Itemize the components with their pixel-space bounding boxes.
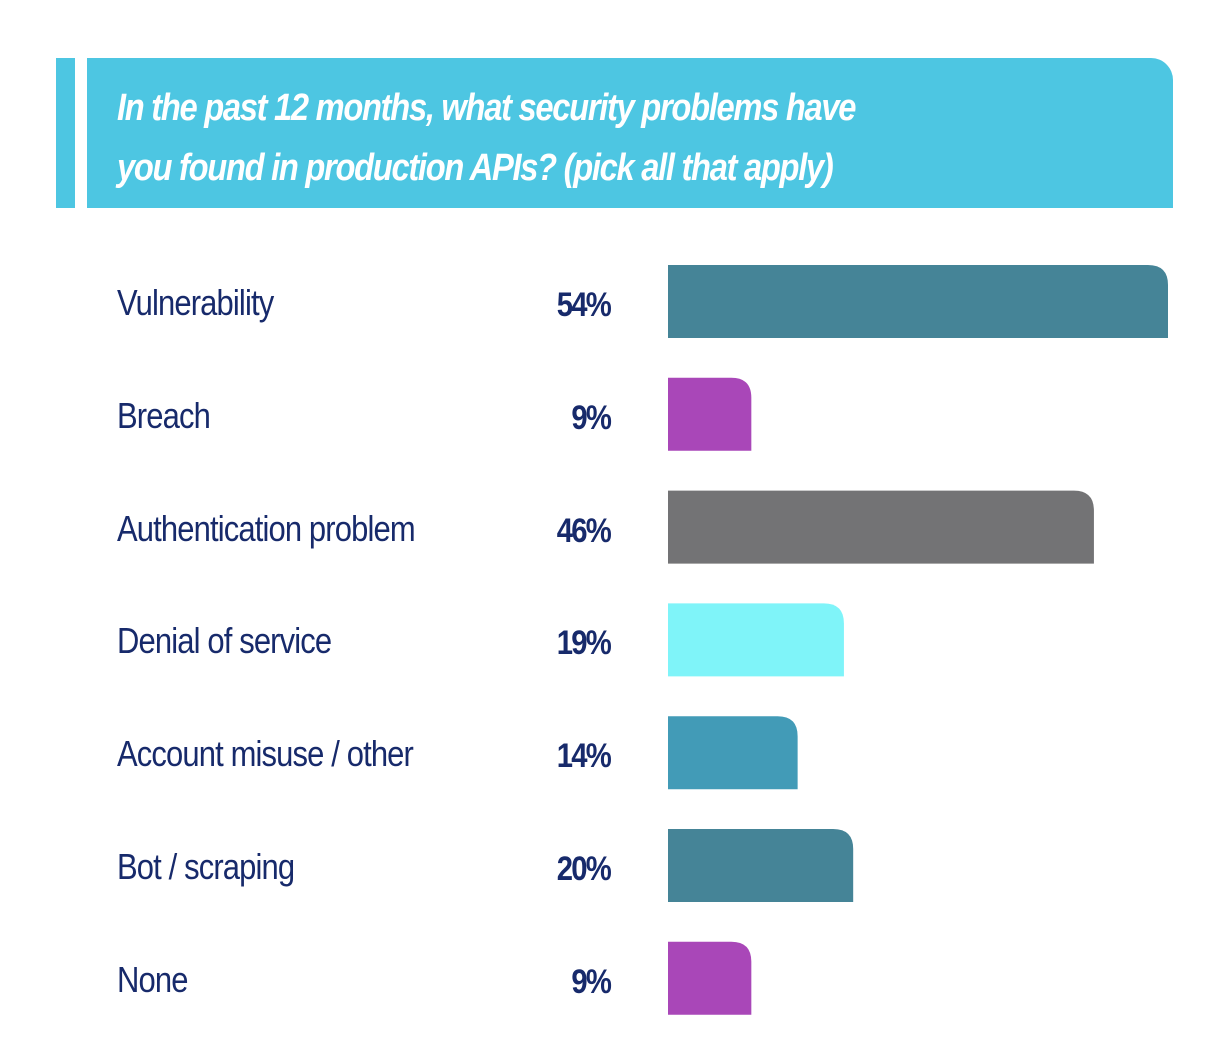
value-label: 9% (571, 398, 612, 437)
category-label: Bot / scraping (117, 846, 295, 887)
question-header: In the past 12 months, what security pro… (87, 58, 1173, 208)
category-label: None (117, 958, 188, 1000)
bar (668, 265, 1168, 338)
bar (668, 603, 844, 677)
value-label: 14% (556, 737, 612, 776)
category-label: Vulnerability (117, 282, 274, 323)
value-label: 19% (556, 624, 612, 663)
bar (668, 829, 854, 902)
header-accent-bar (56, 58, 75, 208)
bar (668, 490, 1094, 564)
question-title-line-2: you found in production APIs? (pick all … (117, 147, 834, 189)
category-label: Account misuse / other (117, 733, 414, 775)
question-title-line-1: In the past 12 months, what security pro… (117, 87, 856, 129)
category-label: Authentication problem (117, 507, 416, 549)
bar (668, 941, 752, 1015)
category-label: Denial of service (117, 620, 332, 662)
bar (668, 716, 798, 790)
question-title: In the past 12 months, what security pro… (117, 78, 1003, 198)
value-label: 20% (556, 850, 612, 888)
bar (668, 377, 752, 451)
category-label: Breach (117, 394, 211, 436)
value-label: 46% (556, 511, 612, 550)
value-label: 9% (571, 962, 612, 1001)
value-label: 54% (556, 286, 612, 324)
